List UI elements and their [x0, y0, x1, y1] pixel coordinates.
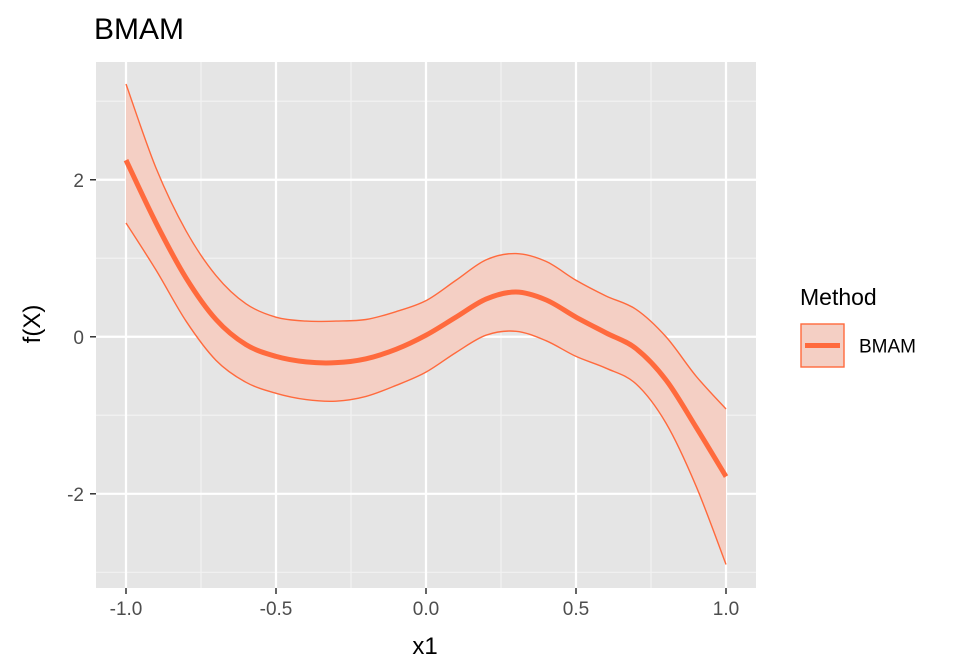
line-layer: [123, 159, 729, 478]
legend-label-0: BMAM: [859, 337, 916, 358]
ribbon-layer: [125, 83, 727, 565]
legend: BMAM: [800, 323, 916, 368]
x-tick-label-3: 0.5: [563, 599, 589, 620]
x-axis-title: x1: [412, 633, 437, 660]
x-tick-label-2: 0.0: [413, 599, 439, 620]
y-axis-title: f(X): [19, 305, 46, 344]
y-tick-label-1: 0: [73, 328, 84, 349]
x-tick-label-1: -0.5: [260, 599, 293, 620]
y-axis: -2 0 2: [67, 171, 96, 506]
legend-title: Method: [800, 284, 877, 310]
series-line-0: [123, 159, 729, 478]
ribbon-0: [126, 83, 726, 565]
ribbon-upper-edge-0: [125, 83, 727, 410]
x-tick-label-0: -1.0: [110, 599, 143, 620]
x-tick-label-4: 1.0: [713, 599, 739, 620]
y-tick-label-0: -2: [67, 485, 84, 506]
chart-title: BMAM: [94, 13, 184, 46]
y-tick-label-2: 2: [73, 171, 84, 192]
x-axis: -1.0 -0.5 0.0 0.5 1.0: [110, 588, 739, 620]
ribbon-lower-edge-0: [125, 222, 727, 565]
